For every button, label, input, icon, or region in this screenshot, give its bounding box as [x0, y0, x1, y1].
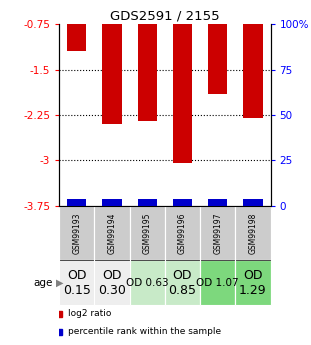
Bar: [235, 260, 271, 305]
Bar: [94, 260, 130, 305]
Text: OD
0.15: OD 0.15: [63, 269, 91, 297]
Text: OD 1.07: OD 1.07: [196, 278, 239, 288]
Text: GSM99198: GSM99198: [248, 212, 258, 254]
Text: OD
0.85: OD 0.85: [169, 269, 197, 297]
Bar: [67, 24, 86, 51]
Text: GSM99197: GSM99197: [213, 212, 222, 254]
Text: GSM99193: GSM99193: [72, 212, 81, 254]
Text: OD
0.30: OD 0.30: [98, 269, 126, 297]
Text: percentile rank within the sample: percentile rank within the sample: [67, 327, 221, 336]
Text: age: age: [34, 278, 53, 288]
Title: GDS2591 / 2155: GDS2591 / 2155: [110, 10, 220, 23]
Bar: [200, 260, 235, 305]
Bar: [94, 206, 130, 260]
Text: GSM99196: GSM99196: [178, 212, 187, 254]
Text: GSM99195: GSM99195: [143, 212, 152, 254]
Bar: [173, 199, 192, 206]
Bar: [208, 24, 227, 94]
Text: ▶: ▶: [56, 278, 63, 288]
Bar: [67, 199, 86, 206]
Bar: [130, 260, 165, 305]
Bar: [208, 199, 227, 206]
Bar: [243, 199, 262, 206]
Bar: [59, 206, 94, 260]
Text: OD
1.29: OD 1.29: [239, 269, 267, 297]
Text: log2 ratio: log2 ratio: [67, 309, 111, 318]
Text: OD 0.63: OD 0.63: [126, 278, 169, 288]
Bar: [173, 24, 192, 163]
Bar: [235, 206, 271, 260]
Bar: [137, 24, 157, 121]
Bar: [102, 199, 122, 206]
Bar: [102, 24, 122, 124]
Bar: [243, 24, 262, 118]
Bar: [59, 260, 94, 305]
Bar: [165, 206, 200, 260]
Bar: [130, 206, 165, 260]
Bar: [200, 206, 235, 260]
Text: GSM99194: GSM99194: [108, 212, 116, 254]
Bar: [137, 199, 157, 206]
Bar: [165, 260, 200, 305]
